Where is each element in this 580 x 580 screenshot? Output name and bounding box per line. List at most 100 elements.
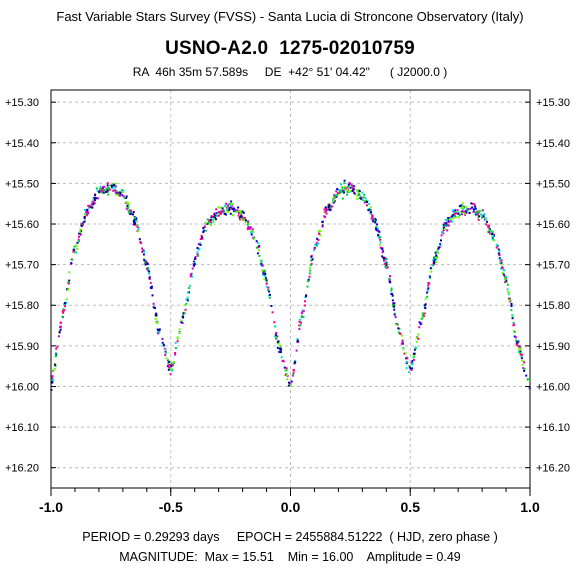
data-point [302,316,305,319]
data-point [53,368,56,371]
data-point [293,362,296,365]
data-point [440,239,442,242]
data-point [488,231,491,234]
data-point [391,294,394,297]
data-point [453,213,456,216]
data-point [488,228,491,231]
data-point [52,369,55,372]
data-point [448,218,451,221]
data-point [370,212,373,215]
data-point [288,381,291,384]
data-point [127,206,130,209]
data-point [114,182,117,185]
data-point [401,339,404,342]
data-point [444,228,447,230]
data-point [435,254,438,257]
data-point [129,209,132,212]
data-point [523,367,526,370]
data-point [385,258,388,261]
data-point [362,196,365,199]
data-point [515,336,517,339]
data-point [99,185,102,188]
data-point [247,221,250,224]
data-point [192,263,195,266]
data-point [281,359,284,362]
data-point [433,261,435,264]
data-point [508,299,511,302]
data-point [447,217,450,220]
data-point [519,353,522,356]
data-point [188,291,190,294]
data-point [426,291,429,294]
data-point [274,335,277,338]
data-point [310,263,313,265]
data-point [408,365,411,367]
data-point [75,245,78,248]
data-point [353,192,356,195]
period-epoch-info: PERIOD = 0.29293 days EPOCH = 2455884.51… [82,530,498,544]
data-point [317,242,320,245]
data-point [343,182,346,185]
data-point [78,240,80,243]
data-point [424,297,427,300]
data-point [347,185,349,188]
data-point [121,189,123,192]
data-point [78,231,81,234]
data-point [419,323,422,326]
data-point [328,208,331,211]
data-point [122,195,125,198]
data-point [526,378,529,381]
y-tick-label-left: +15.30 [5,97,39,109]
data-point [197,254,199,257]
data-point [310,259,313,262]
data-point [279,346,282,349]
data-point [224,211,226,214]
data-point [52,378,55,381]
x-tick-label: 0.0 [281,499,301,515]
data-point [371,214,374,217]
data-point [511,314,514,317]
data-point [361,199,364,201]
data-point [298,318,301,321]
data-point [385,265,388,268]
data-point [363,193,366,196]
data-point [317,230,320,233]
data-point [381,248,384,250]
data-point [379,246,382,249]
data-point [54,354,57,357]
data-point [78,235,80,238]
data-point [370,217,373,220]
data-point [388,277,391,280]
data-point [413,352,416,355]
data-point [498,254,501,257]
data-point [356,198,359,201]
data-point [51,375,54,378]
data-point [300,312,303,315]
data-point [308,275,311,278]
data-point [458,205,461,208]
data-point [332,195,335,198]
data-point [196,253,199,256]
data-point [240,211,243,214]
data-point [212,216,215,219]
data-point [402,346,405,349]
data-point [158,331,161,334]
data-point [378,230,381,233]
data-point [125,197,127,199]
data-point [470,202,473,205]
data-point [268,296,271,299]
data-point [86,211,89,214]
data-point [457,216,460,219]
star-identifier: USNO-A2.0 1275-02010759 [165,38,415,59]
data-point [510,303,513,305]
data-point [439,243,442,246]
data-point [184,308,187,311]
data-point [366,201,368,203]
data-point [184,304,187,307]
data-point [368,203,371,205]
data-point [370,211,372,214]
data-point [171,364,174,367]
data-point [513,331,516,334]
data-point [412,355,415,357]
data-point [223,212,226,215]
